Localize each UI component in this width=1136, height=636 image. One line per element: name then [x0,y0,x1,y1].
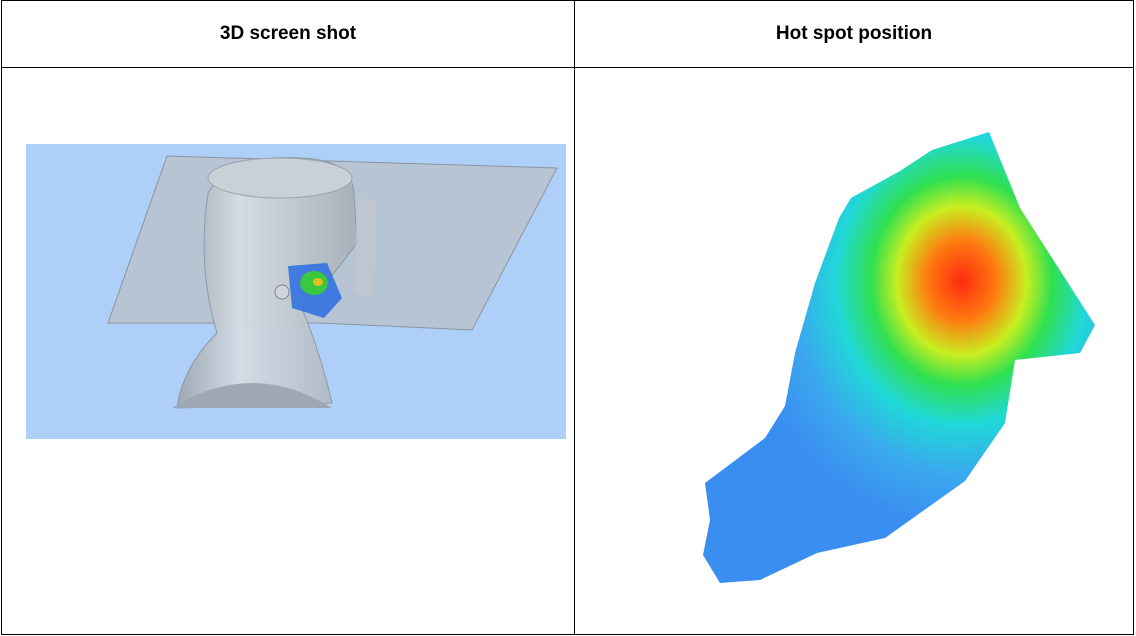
cup-rim [207,157,353,199]
image-cell [1,67,575,635]
image-cell [574,67,1134,635]
side-fin [354,198,377,298]
cup-base [172,383,332,408]
hotspot-map [703,132,1095,583]
heatmap [703,132,1095,583]
hotspot-points [288,263,342,318]
header-cell: Hot spot position [574,0,1134,68]
3d-screenshot [26,144,566,439]
image-row [1,67,1134,635]
header-row: 3D screen shot Hot spot position [1,0,1134,68]
header-cell: 3D screen shot [1,0,575,68]
sensor [274,284,290,300]
